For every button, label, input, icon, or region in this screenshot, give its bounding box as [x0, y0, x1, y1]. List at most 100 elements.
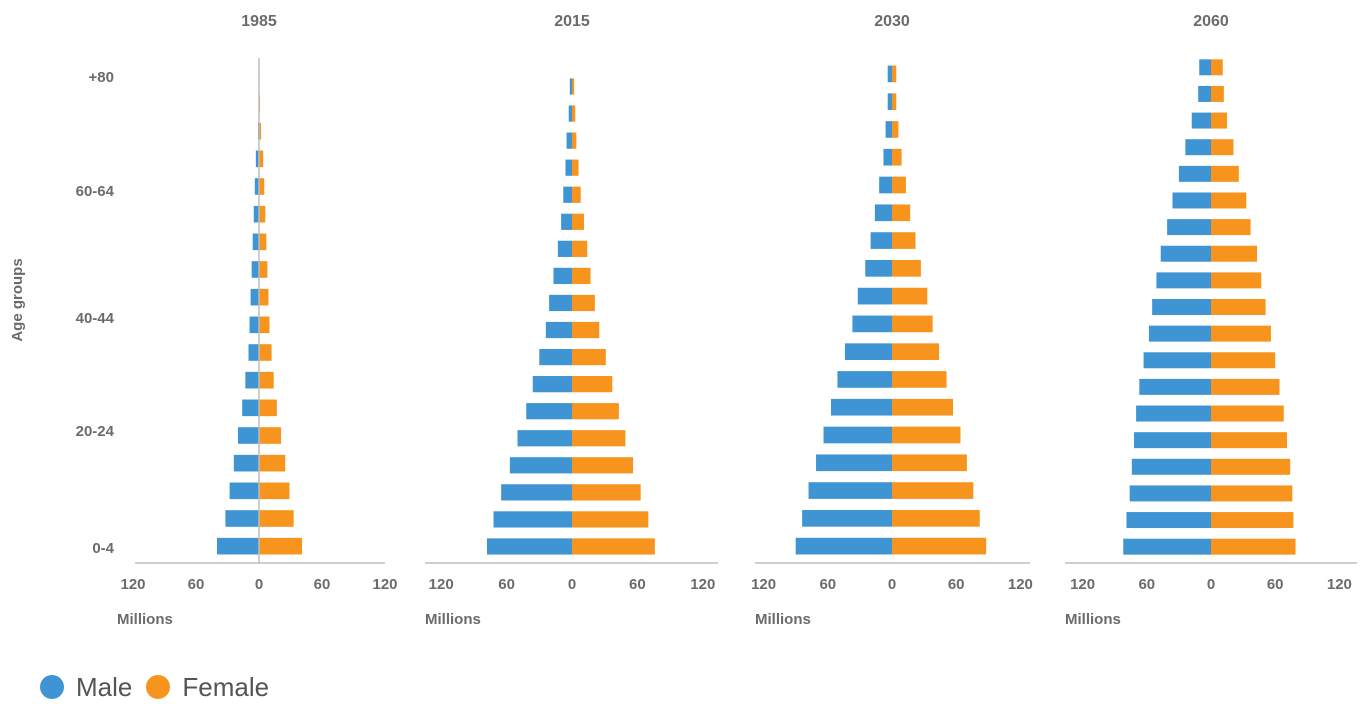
- bar-female: [892, 398, 953, 416]
- female-swatch-icon: [146, 675, 171, 699]
- bar-male: [517, 430, 572, 447]
- y-tick-labels: +80 60-64 40-44 20-24 0-4: [76, 69, 115, 557]
- x-tick-label: 0: [568, 576, 576, 593]
- pyramid-panels: 1985 120 60 0 60 120 Millions 2015 120 60 0 60 120 Mi…: [117, 13, 1357, 628]
- bar-female: [572, 267, 591, 285]
- bar-male: [561, 213, 572, 230]
- x-tick-label: 60: [1267, 576, 1284, 593]
- bar-male: [238, 427, 259, 444]
- bar-female: [892, 121, 899, 138]
- bar-male: [1126, 512, 1211, 529]
- bar-male: [837, 371, 892, 388]
- bar-male: [1185, 139, 1211, 156]
- x-tick-label: 60: [314, 576, 331, 593]
- bar-female: [1211, 325, 1271, 342]
- bar-female: [892, 454, 967, 472]
- bar-female: [1211, 85, 1224, 102]
- x-tick-label: 0: [255, 576, 263, 593]
- bar-male: [1143, 352, 1211, 369]
- bar-male: [1133, 432, 1211, 449]
- x-tick-label: 60: [819, 576, 836, 593]
- panel-title: 2060: [1193, 13, 1229, 30]
- bar-female: [1211, 512, 1294, 529]
- x-tick-label: 60: [498, 576, 515, 593]
- bar-male: [557, 240, 572, 257]
- bar-female: [572, 294, 595, 312]
- panel-2015: 2015 120 60 0 60 120 Millions: [425, 13, 718, 628]
- bar-male: [252, 233, 259, 251]
- bar-male: [486, 538, 572, 555]
- bar-female: [259, 205, 266, 223]
- bar-male: [857, 287, 892, 305]
- x-tick-label: 60: [629, 576, 646, 593]
- bar-female: [259, 537, 303, 555]
- bar-male: [217, 537, 259, 555]
- bar-female: [572, 132, 577, 149]
- bar-female: [572, 213, 584, 230]
- bar-male: [874, 204, 892, 222]
- bar-male: [229, 482, 259, 500]
- panel-2030: 2030 120 60 0 60 120 Millions: [751, 13, 1033, 628]
- bar-male: [242, 399, 259, 417]
- legend: Male Female: [40, 670, 283, 704]
- bar-male: [569, 78, 572, 95]
- bar-female: [572, 186, 581, 203]
- bar-female: [259, 482, 290, 500]
- bar-female: [892, 148, 902, 166]
- legend-label-male: Male: [76, 671, 133, 702]
- legend-item-female: Female: [146, 672, 269, 703]
- panel-title: 1985: [241, 13, 277, 30]
- bar-male: [1123, 538, 1211, 555]
- x-tick-label: 120: [1070, 576, 1095, 593]
- y-tick-label: 0-4: [92, 540, 114, 557]
- bar-female: [892, 482, 974, 499]
- bar-male: [795, 537, 892, 555]
- bar-male: [251, 261, 259, 278]
- bar-male: [1139, 378, 1211, 395]
- bar-female: [892, 371, 947, 388]
- x-axis-label: Millions: [425, 611, 481, 628]
- x-tick-label: 120: [372, 576, 397, 593]
- bar-female: [1211, 165, 1239, 182]
- male-swatch-icon: [40, 675, 64, 699]
- bar-female: [572, 78, 575, 95]
- y-tick-label: 60-64: [76, 183, 115, 200]
- bar-female: [572, 430, 626, 447]
- bar-female: [259, 150, 264, 168]
- bar-female: [892, 65, 897, 83]
- bar-female: [259, 288, 269, 306]
- population-pyramids-chart: Age groups +80 60-64 40-44 20-24 0-4 1985 120…: [9, 13, 1357, 628]
- bar-male: [1129, 485, 1211, 502]
- bar-female: [259, 427, 282, 444]
- bar-male: [1156, 272, 1211, 289]
- bar-female: [572, 484, 641, 501]
- bar-male: [887, 65, 892, 83]
- bar-female: [572, 159, 579, 176]
- y-tick-label: 40-44: [76, 310, 115, 327]
- bar-male: [549, 294, 572, 312]
- bar-male: [1199, 59, 1211, 76]
- bar-male: [852, 315, 892, 333]
- bar-female: [572, 403, 619, 420]
- panel-2060: 2060 120 60 0 60 120 Millions: [1065, 13, 1357, 628]
- bar-male: [563, 186, 572, 203]
- x-tick-label: 60: [188, 576, 205, 593]
- bar-female: [892, 287, 928, 305]
- bar-male: [1131, 458, 1211, 475]
- bar-male: [254, 178, 259, 195]
- bar-female: [572, 511, 649, 528]
- legend-label-female: Female: [182, 671, 270, 702]
- bar-female: [1211, 405, 1284, 422]
- x-axis-label: Millions: [755, 611, 811, 628]
- bar-male: [245, 371, 259, 389]
- bar-male: [1172, 192, 1211, 209]
- bar-male: [532, 376, 572, 393]
- y-tick-label: +80: [89, 69, 114, 86]
- legend-item-male: Male: [40, 672, 132, 703]
- bar-male: [568, 105, 572, 122]
- y-tick-label: 20-24: [76, 423, 115, 440]
- bar-female: [1211, 538, 1296, 555]
- bar-male: [539, 348, 572, 366]
- bar-female: [259, 316, 270, 334]
- bar-female: [572, 376, 613, 393]
